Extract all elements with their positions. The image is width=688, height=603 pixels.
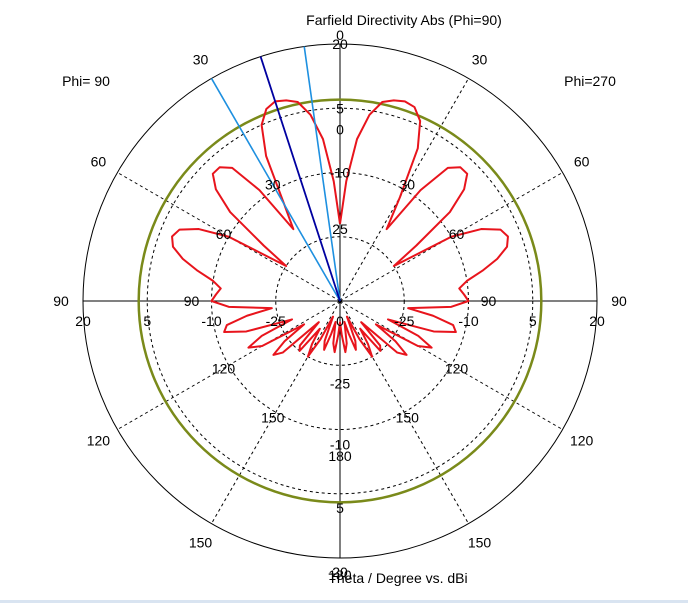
main-lobe-line [259, 56, 341, 302]
inner-angle-tick-right-30: 30 [399, 177, 415, 193]
radial-tick-vertical-4: 25 [332, 221, 348, 237]
radial-tick-vertical-5: -25 [330, 375, 350, 391]
inner-angle-tick-right-150: 150 [396, 409, 420, 425]
inner-angle-tick-left-30: 30 [265, 177, 281, 193]
outer-angle-tick-left-120: 120 [87, 433, 111, 449]
radial-tick-vertical-8: 20 [332, 564, 348, 580]
outer-angle-tick-right-90: 90 [611, 293, 627, 309]
inner-angle-tick-180: 180 [328, 448, 352, 464]
outer-angle-tick-right-30: 30 [472, 51, 488, 67]
outer-angle-tick-right-120: 120 [570, 433, 594, 449]
outer-angle-tick-left-150: 150 [189, 535, 213, 551]
inner-angle-tick-right-90: 90 [481, 293, 497, 309]
phi-left-label: Phi= 90 [62, 73, 110, 89]
inner-angle-tick-right-120: 120 [445, 360, 469, 376]
radial-tick-vertical-6: -10 [330, 437, 350, 453]
inner-angle-tick-left-60: 60 [216, 226, 232, 242]
grid-spoke-210 [211, 300, 341, 524]
radial-tick-right-0: 20 [589, 313, 605, 329]
radial-tick-vertical-1: 5 [336, 100, 344, 116]
outer-angle-tick-0: 0 [336, 27, 344, 43]
x-axis-label: Theta / Degree vs. dBi [328, 570, 467, 586]
reference-circle-layer [137, 98, 543, 504]
window-bottom-edge [0, 600, 688, 603]
outer-angle-tick-right-60: 60 [574, 154, 590, 170]
radial-tick-vertical-3: -10 [330, 165, 350, 181]
grid-spoke-30 [339, 78, 469, 302]
radial-tick-center: 0 [336, 313, 344, 329]
pattern-layer [171, 99, 509, 358]
inner-angle-tick-left-150: 150 [261, 409, 285, 425]
chart-title: Farfield Directivity Abs (Phi=90) [306, 12, 502, 28]
outer-angle-tick-left-30: 30 [193, 51, 209, 67]
directivity-pattern-line [171, 99, 509, 358]
outer-angle-tick-left-60: 60 [91, 154, 107, 170]
inner-angle-tick-left-90: 90 [184, 293, 200, 309]
radial-tick-right-1: 5 [529, 313, 537, 329]
radial-tick-vertical-7: 5 [336, 500, 344, 516]
inner-angle-tick-right-60: 60 [449, 226, 465, 242]
radial-tick-vertical-0: 20 [332, 36, 348, 52]
phi-right-label: Phi=270 [564, 73, 616, 89]
beamwidth-line-1 [210, 78, 341, 302]
radial-tick-right-2: -10 [458, 313, 478, 329]
radial-tick-left-3: -25 [266, 313, 286, 329]
outer-angle-tick-right-150: 150 [468, 535, 492, 551]
inner-angle-tick-left-120: 120 [212, 360, 236, 376]
reference-circle [137, 98, 543, 504]
labels-layer: 0 30 30 60 60 90 90 120 120 150 150 180 30 30 60 60 90 90… [53, 27, 627, 583]
radial-tick-left-2: -10 [201, 313, 221, 329]
grid-spoke-240 [117, 300, 341, 430]
outer-angle-tick-180: 180 [328, 567, 352, 583]
radial-tick-left-1: 5 [143, 313, 151, 329]
grid-spoke-120 [339, 300, 563, 430]
beam-lines-layer [210, 46, 341, 302]
radial-tick-left-0: 20 [75, 313, 91, 329]
grid-spoke-150 [339, 300, 469, 524]
beamwidth-line-0 [303, 46, 341, 302]
outer-angle-tick-left-90: 90 [53, 293, 69, 309]
radial-tick-vertical-2: 0 [336, 122, 344, 138]
radial-tick-right-3: -25 [394, 313, 414, 329]
